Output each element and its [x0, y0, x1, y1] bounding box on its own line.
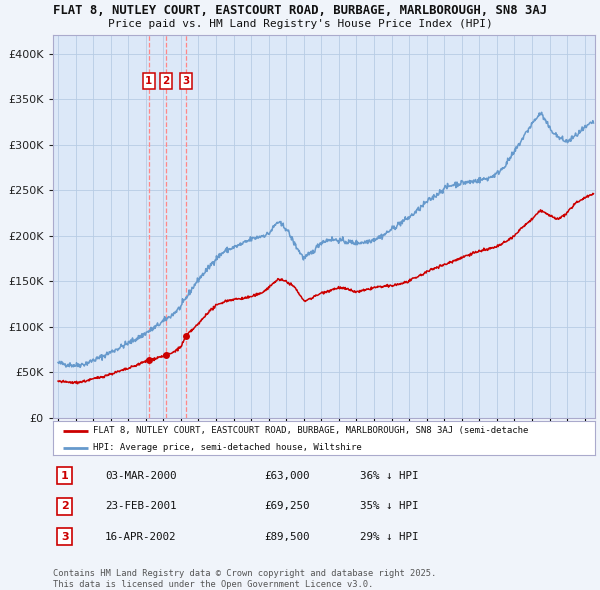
Text: 3: 3: [61, 532, 68, 542]
Text: 2: 2: [61, 502, 68, 511]
Text: 16-APR-2002: 16-APR-2002: [105, 532, 176, 542]
Text: Contains HM Land Registry data © Crown copyright and database right 2025.
This d: Contains HM Land Registry data © Crown c…: [53, 569, 436, 589]
Text: 1: 1: [145, 76, 152, 86]
Text: FLAT 8, NUTLEY COURT, EASTCOURT ROAD, BURBAGE, MARLBOROUGH, SN8 3AJ: FLAT 8, NUTLEY COURT, EASTCOURT ROAD, BU…: [53, 4, 547, 17]
Text: FLAT 8, NUTLEY COURT, EASTCOURT ROAD, BURBAGE, MARLBOROUGH, SN8 3AJ (semi-detach: FLAT 8, NUTLEY COURT, EASTCOURT ROAD, BU…: [94, 427, 529, 435]
Text: 1: 1: [61, 471, 68, 480]
Text: 29% ↓ HPI: 29% ↓ HPI: [360, 532, 419, 542]
Text: 3: 3: [182, 76, 190, 86]
Text: £69,250: £69,250: [264, 502, 310, 511]
Text: £63,000: £63,000: [264, 471, 310, 480]
Text: 03-MAR-2000: 03-MAR-2000: [105, 471, 176, 480]
Text: HPI: Average price, semi-detached house, Wiltshire: HPI: Average price, semi-detached house,…: [94, 444, 362, 453]
Text: Price paid vs. HM Land Registry's House Price Index (HPI): Price paid vs. HM Land Registry's House …: [107, 19, 493, 29]
Text: 36% ↓ HPI: 36% ↓ HPI: [360, 471, 419, 480]
Text: 23-FEB-2001: 23-FEB-2001: [105, 502, 176, 511]
Text: 35% ↓ HPI: 35% ↓ HPI: [360, 502, 419, 511]
Text: 2: 2: [163, 76, 170, 86]
Text: £89,500: £89,500: [264, 532, 310, 542]
